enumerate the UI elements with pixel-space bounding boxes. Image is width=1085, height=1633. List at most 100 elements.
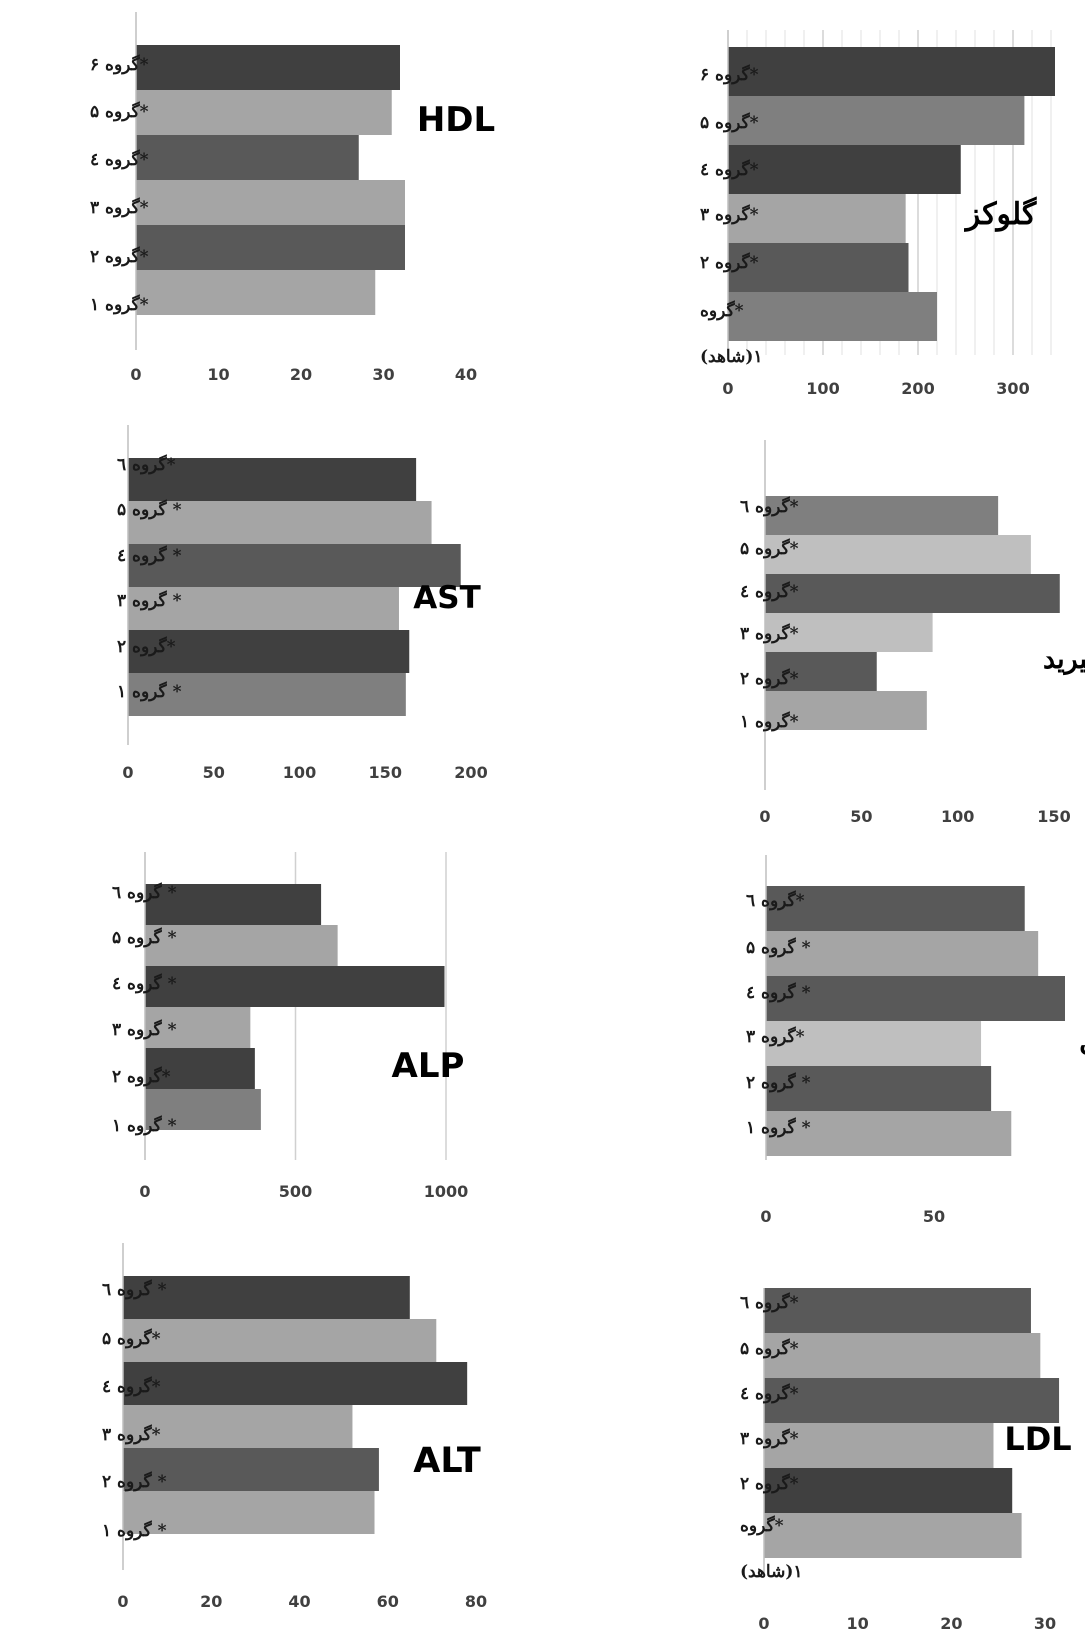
bar-ast-4 bbox=[128, 587, 399, 630]
bar-hdl-6 bbox=[136, 270, 376, 315]
bar-ldl-3 bbox=[764, 1378, 1060, 1423]
bar-ldl-2 bbox=[764, 1333, 1041, 1378]
tick-label: 50 bbox=[923, 1207, 945, 1226]
bar-alt-1 bbox=[123, 1276, 410, 1319]
tick-label: 300 bbox=[996, 379, 1029, 398]
chart-alp: 0 500 1000 * گروه ٦ * گروه ۵ * گروه ٤ * گروه ۳… bbox=[112, 852, 468, 1201]
bar-ast-5 bbox=[128, 630, 410, 673]
category-label: * گروه ۳ bbox=[117, 590, 182, 611]
category-label: * گروه ٦ bbox=[112, 882, 177, 903]
bar-glucose-2 bbox=[728, 96, 1025, 145]
bar-tg-2 bbox=[765, 535, 1031, 574]
bar-alp-5 bbox=[145, 1048, 255, 1089]
category-label: *گروه ۵ bbox=[740, 538, 799, 559]
tick-label: 50 bbox=[203, 763, 225, 782]
tick-label: 40 bbox=[288, 1592, 310, 1611]
bar-glucose-6 bbox=[728, 292, 937, 341]
tick-label: 20 bbox=[290, 365, 312, 384]
bar-hdl-5 bbox=[136, 225, 405, 270]
bar-chol-3 bbox=[766, 976, 1065, 1021]
bar-tg-6 bbox=[765, 691, 927, 730]
tick-label: 10 bbox=[207, 365, 229, 384]
chart-tg: 0 50 100 150 *گروه ٦ *گروه ۵ *گروه ٤ *گروه ۳ *گر… bbox=[740, 440, 1085, 826]
bar-alt-2 bbox=[123, 1319, 437, 1362]
category-label: *گروه ۵ bbox=[102, 1328, 161, 1349]
bar-hdl-2 bbox=[136, 90, 392, 135]
category-label: *گروه ۳ bbox=[740, 1428, 799, 1449]
bar-alt-3 bbox=[123, 1362, 468, 1405]
category-label: * گروه ۵ bbox=[112, 927, 177, 948]
chart-title: HDL bbox=[417, 100, 495, 140]
category-label: * گروه ۵ bbox=[746, 937, 811, 958]
tick-label: 100 bbox=[283, 763, 316, 782]
chart-title: LDL bbox=[1004, 1420, 1071, 1458]
category-label: *گروه ۱(شاهد) bbox=[700, 300, 763, 367]
category-label: *گروه ۲ bbox=[117, 636, 176, 657]
bar-alp-6 bbox=[145, 1089, 261, 1130]
chart-chol: 0 50 *گروه ٦ * گروه ۵ * گروه ٤ *گروه ۳ * گروه … bbox=[746, 855, 1085, 1226]
category-label: * گروه ۱ bbox=[112, 1115, 177, 1136]
category-label: *گروه ۳ bbox=[90, 197, 149, 218]
category-label: *گروه ٦ bbox=[746, 890, 805, 911]
bar-hdl-3 bbox=[136, 135, 359, 180]
tick-label: 0 bbox=[758, 1614, 769, 1633]
tick-label: 0 bbox=[117, 1592, 128, 1611]
tick-label: 40 bbox=[455, 365, 477, 384]
category-label: * گروه ۲ bbox=[746, 1072, 811, 1093]
category-label: *گروه ۳ bbox=[102, 1424, 161, 1445]
tick-label: 0 bbox=[122, 763, 133, 782]
tick-label: 100 bbox=[806, 379, 839, 398]
category-label: *گروه ۳ bbox=[740, 623, 799, 644]
tick-label: 0 bbox=[759, 807, 770, 826]
chart-title: ALP bbox=[392, 1046, 465, 1086]
tick-label: 30 bbox=[372, 365, 394, 384]
category-label: *گروه ۲ bbox=[700, 252, 759, 273]
category-label: *گروه ٤ bbox=[740, 581, 799, 602]
tick-label: 50 bbox=[850, 807, 872, 826]
tick-label: 150 bbox=[1037, 807, 1070, 826]
bar-chol-4 bbox=[766, 1021, 982, 1066]
tick-label: 20 bbox=[940, 1614, 962, 1633]
category-label: *گروه ٤ bbox=[740, 1383, 799, 1404]
category-label: *گروه ۵ bbox=[740, 1338, 799, 1359]
category-label: *گروه ۲ bbox=[740, 1473, 799, 1494]
tick-label: 0 bbox=[722, 379, 733, 398]
bar-alp-4 bbox=[145, 1007, 251, 1048]
bar-tg-3 bbox=[765, 574, 1060, 613]
bar-alp-2 bbox=[145, 925, 338, 966]
bar-ldl-5 bbox=[764, 1468, 1013, 1513]
bar-alt-4 bbox=[123, 1405, 353, 1448]
bar-hdl-4 bbox=[136, 180, 405, 225]
category-label: * گروه ٤ bbox=[112, 973, 177, 994]
chart-title: AST bbox=[413, 580, 480, 616]
chart-hdl: 0 10 20 30 40 *گروه ۶ *گروه ۵ *گروه ٤ *گروه ۳ *گر… bbox=[90, 12, 495, 384]
chart-title: گلوکز bbox=[964, 196, 1037, 232]
bar-chol-1 bbox=[766, 886, 1025, 931]
category-label: *گروه ٤ bbox=[700, 159, 759, 180]
bar-glucose-3 bbox=[728, 145, 961, 194]
bar-ldl-4 bbox=[764, 1423, 994, 1468]
tick-label: 200 bbox=[901, 379, 934, 398]
category-label: *گروه ٦ bbox=[740, 496, 799, 517]
bar-alp-1 bbox=[145, 884, 322, 925]
tick-label: 200 bbox=[454, 763, 487, 782]
category-label: * گروه ٤ bbox=[117, 545, 182, 566]
tick-label: 80 bbox=[465, 1592, 487, 1611]
category-label: *گروه ٤ bbox=[102, 1376, 161, 1397]
tick-label: 20 bbox=[200, 1592, 222, 1611]
category-label: *گروه ۱ bbox=[90, 294, 149, 315]
chart-alt: 0 20 40 60 80 * گروه ٦ *گروه ۵ *گروه ٤ *گروه ۳ * … bbox=[102, 1243, 487, 1611]
tick-label: 0 bbox=[139, 1182, 150, 1201]
tick-label: 30 bbox=[1034, 1614, 1056, 1633]
category-label: *گروه ٦ bbox=[740, 1292, 799, 1313]
bar-hdl-1 bbox=[136, 45, 400, 90]
bar-alt-5 bbox=[123, 1448, 379, 1491]
category-label: *گروه ۱(شاهد) bbox=[740, 1515, 803, 1582]
category-label: * گروه ۲ bbox=[102, 1471, 167, 1492]
category-label: *گروه ٦ bbox=[117, 454, 176, 475]
bar-tg-1 bbox=[765, 496, 999, 535]
bar-glucose-1 bbox=[728, 47, 1055, 96]
bar-ast-2 bbox=[128, 501, 432, 544]
bar-glucose-5 bbox=[728, 243, 909, 292]
